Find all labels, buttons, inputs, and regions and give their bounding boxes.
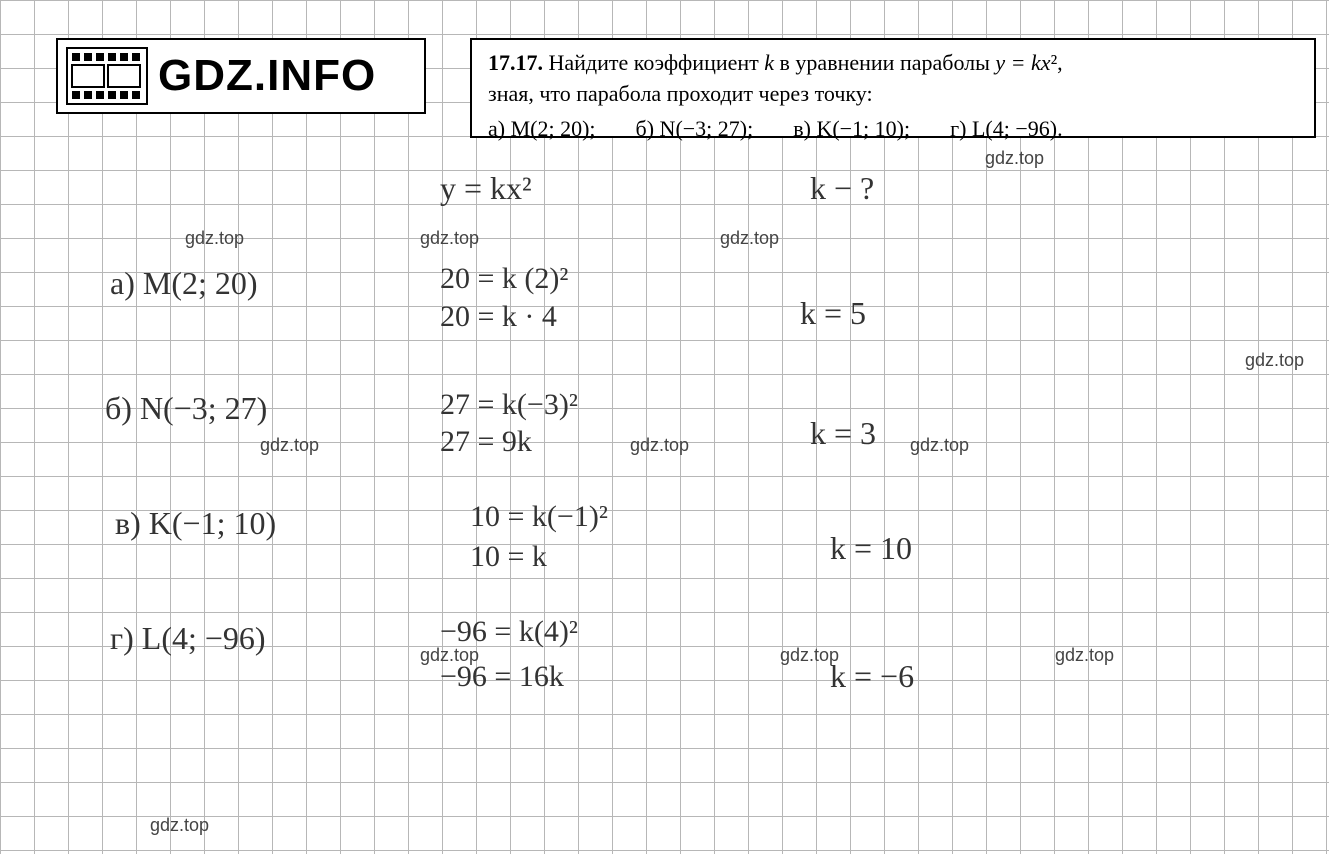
- problem-line1: 17.17. Найдите коэффициент k в уравнении…: [488, 48, 1298, 79]
- g-answer: k = −6: [830, 658, 914, 695]
- v-answer: k = 10: [830, 530, 912, 567]
- v-point: в) K(−1; 10): [115, 505, 276, 542]
- option-a: а) M(2; 20);: [488, 114, 596, 145]
- problem-text1: Найдите коэффициент k в уравнении парабо…: [549, 50, 1063, 75]
- problem-line2: зная, что парабола проходит через точку:: [488, 79, 1298, 110]
- header-equation: y = kx²: [440, 170, 532, 207]
- a-eq1: 20 = k (2)²: [440, 262, 568, 296]
- option-v: в) K(−1; 10);: [793, 114, 910, 145]
- problem-number: 17.17.: [488, 50, 543, 75]
- film-icon: [66, 47, 148, 105]
- v-eq1: 10 = k(−1)²: [470, 500, 608, 534]
- option-b: б) N(−3; 27);: [636, 114, 754, 145]
- option-g: г) L(4; −96).: [950, 114, 1062, 145]
- g-eq1: −96 = k(4)²: [440, 615, 578, 649]
- logo-text: GDZ.INFO: [158, 51, 376, 101]
- g-eq2: −96 = 16k: [440, 660, 564, 694]
- watermark: gdz.top: [150, 815, 209, 836]
- a-point: a) M(2; 20): [110, 265, 258, 302]
- watermark: gdz.top: [185, 228, 244, 249]
- watermark: gdz.top: [985, 148, 1044, 169]
- watermark: gdz.top: [630, 435, 689, 456]
- b-eq2: 27 = 9k: [440, 425, 532, 459]
- problem-box: 17.17. Найдите коэффициент k в уравнении…: [470, 38, 1316, 138]
- watermark: gdz.top: [420, 228, 479, 249]
- problem-options: а) M(2; 20); б) N(−3; 27); в) K(−1; 10);…: [488, 114, 1298, 145]
- a-answer: k = 5: [800, 295, 866, 332]
- a-eq2: 20 = k · 4: [440, 300, 557, 334]
- header-k: k − ?: [810, 170, 874, 207]
- watermark: gdz.top: [260, 435, 319, 456]
- watermark: gdz.top: [910, 435, 969, 456]
- b-answer: k = 3: [810, 415, 876, 452]
- watermark: gdz.top: [1245, 350, 1304, 371]
- g-point: г) L(4; −96): [110, 620, 266, 657]
- b-point: б) N(−3; 27): [105, 390, 267, 427]
- logo-box: GDZ.INFO: [56, 38, 426, 114]
- watermark: gdz.top: [1055, 645, 1114, 666]
- watermark: gdz.top: [720, 228, 779, 249]
- v-eq2: 10 = k: [470, 540, 547, 574]
- b-eq1: 27 = k(−3)²: [440, 388, 578, 422]
